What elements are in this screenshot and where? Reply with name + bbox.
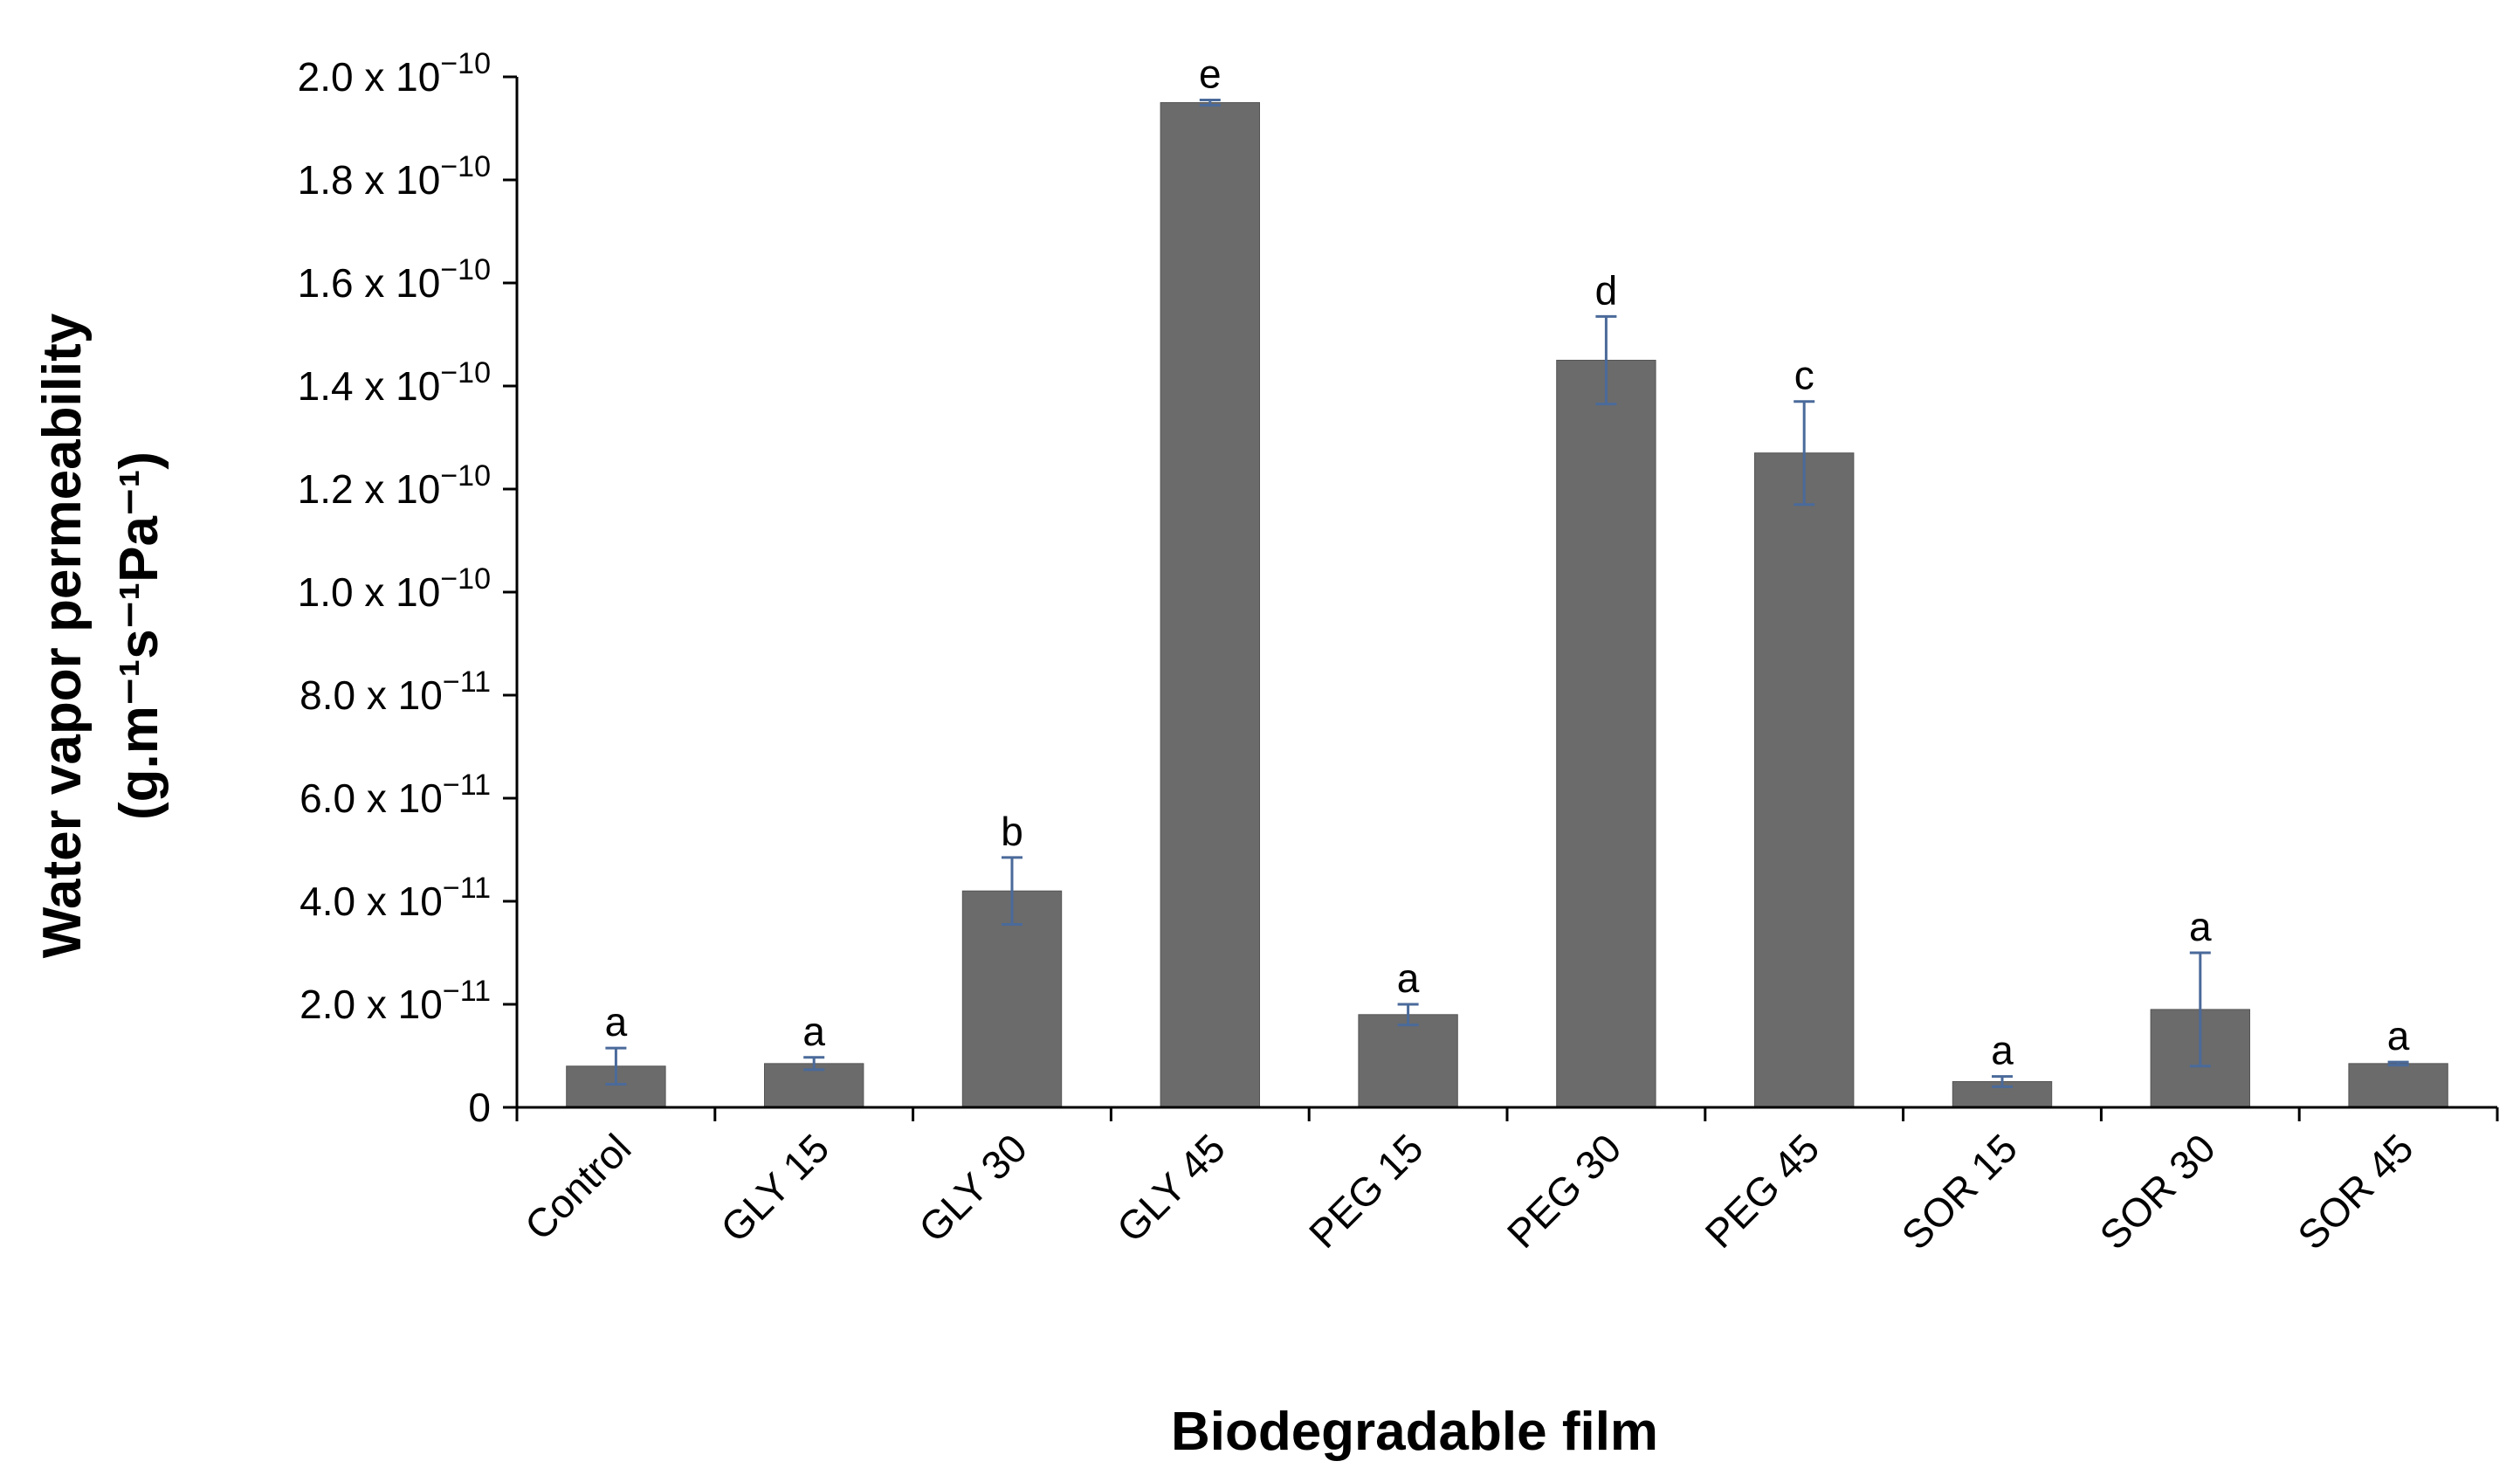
significance-label: a: [2189, 904, 2212, 949]
y-axis-title: Water vapor permeability (g.m⁻¹s⁻¹Pa⁻¹): [32, 313, 169, 958]
y-tick-label: 1.2 x 10−10: [298, 459, 491, 512]
significance-label: e: [1199, 52, 1222, 97]
bar: [2348, 1063, 2448, 1108]
y-tick-label: 1.0 x 10−10: [298, 562, 491, 615]
y-tick-label: 2.0 x 10−11: [300, 975, 491, 1027]
y-axis-title-line2: (g.m⁻¹s⁻¹Pa⁻¹): [109, 451, 169, 820]
y-tick-label: 1.8 x 10−10: [298, 150, 491, 203]
y-tick-label: 2.0 x 10−10: [298, 47, 491, 100]
significance-label: a: [2387, 1013, 2410, 1058]
category-label: PEG 30: [1498, 1125, 1630, 1257]
category-label: GLY 45: [1108, 1125, 1234, 1251]
significance-label: a: [1991, 1028, 2014, 1073]
significance-labels-group: a a b e a d c a a a: [605, 52, 2410, 1073]
y-tick-label: 8.0 x 10−11: [300, 665, 491, 718]
significance-label: a: [605, 999, 628, 1044]
bar: [1358, 1014, 1458, 1108]
y-ticks-group: 0 2.0 x 10−11 4.0 x 10−11 6.0 x 10−11 8.0 x …: [298, 47, 517, 1130]
y-tick-label: 1.4 x 10−10: [298, 356, 491, 409]
bar: [1952, 1081, 2053, 1108]
y-tick-label: 4.0 x 10−11: [300, 872, 491, 924]
significance-label: a: [802, 1009, 825, 1054]
y-tick-label: 0: [468, 1085, 491, 1130]
x-ticks-group: [515, 1107, 2499, 1121]
y-tick-label: 6.0 x 10−11: [300, 769, 491, 821]
significance-label: c: [1794, 353, 1814, 398]
bar: [1160, 102, 1260, 1108]
significance-label: b: [1001, 809, 1023, 854]
significance-label: a: [1397, 955, 1420, 1001]
category-label: GLY 30: [910, 1125, 1036, 1251]
category-label: SOR 45: [2289, 1125, 2421, 1258]
error-bars-group: [605, 99, 2409, 1088]
y-axis-title-line1: Water vapor permeability: [32, 313, 93, 958]
category-label: PEG 15: [1300, 1125, 1432, 1257]
category-label: SOR 30: [2090, 1125, 2223, 1258]
category-label: Control: [516, 1125, 640, 1249]
category-label: GLY 15: [712, 1125, 837, 1251]
significance-label: d: [1595, 267, 1618, 313]
category-labels-group: Control GLY 15 GLY 30 GLY 45 PEG 15 PEG 30 PEG…: [516, 1125, 2422, 1258]
x-axis-title: Biodegradable film: [1171, 1402, 1658, 1462]
category-label: PEG 45: [1697, 1125, 1828, 1257]
y-tick-label: 1.6 x 10−10: [298, 253, 491, 306]
category-label: SOR 15: [1893, 1125, 2026, 1258]
bar: [1754, 452, 1855, 1108]
bar: [1556, 360, 1656, 1108]
bars-group: [566, 102, 2448, 1108]
